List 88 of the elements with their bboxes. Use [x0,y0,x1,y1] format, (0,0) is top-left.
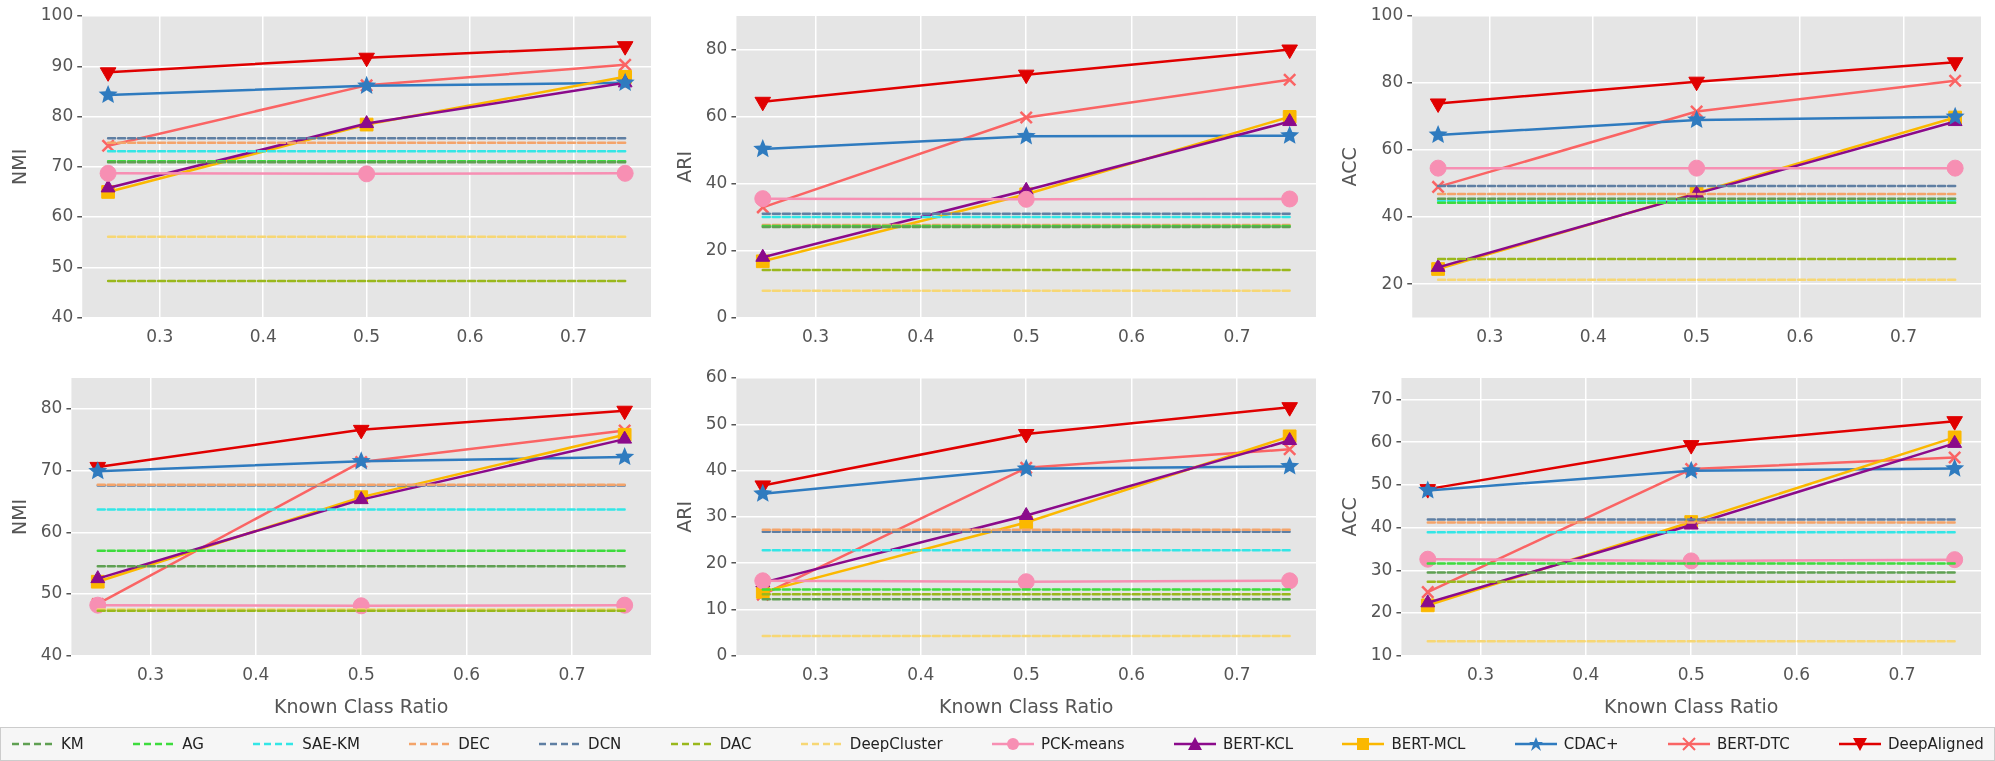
x-tick-label: 0.4 [907,326,935,347]
x-tick-label: 0.7 [558,664,586,685]
x-tick-label: 0.3 [136,664,164,685]
x-tick-label: 0.4 [1579,326,1607,347]
legend-label: DAC [719,735,752,753]
y-axis-title: ACC [1338,497,1361,537]
x-tick-label: 0.7 [1888,664,1916,685]
y-tick-label: 10 [705,597,728,618]
y-tick-label: 40 [40,644,63,665]
y-tick-label: 60 [51,205,74,226]
x-tick-label: 0.6 [453,664,481,685]
y-axis-title: ARI [673,150,696,183]
legend-label: BERT-DTC [1717,735,1790,753]
y-tick-label: 50 [705,412,728,433]
legend-label: KM [61,735,84,753]
y-axis-title: NMI [8,498,31,536]
y-tick-label: 100 [40,4,74,25]
x-tick-label: 0.6 [1786,326,1814,347]
y-tick-label: 10 [1370,644,1393,665]
y-tick-label: 60 [1370,430,1393,451]
legend-label: DeepCluster [849,735,943,753]
x-tick-label: 0.4 [1572,664,1600,685]
x-tick-label: 0.6 [1118,326,1146,347]
y-tick-label: 40 [1381,205,1404,226]
legend-label: SAE-KM [302,735,360,753]
y-tick-label: 70 [40,459,63,480]
legend-label: BERT-KCL [1222,735,1294,753]
y-tick-label: 40 [1370,516,1393,537]
x-tick-label: 0.3 [1466,664,1494,685]
x-tick-label: 0.5 [353,326,381,347]
y-tick-label: 60 [1381,138,1404,159]
x-tick-label: 0.3 [146,326,174,347]
x-tick-label: 0.3 [801,326,829,347]
x-tick-label: 0.5 [1012,664,1040,685]
y-tick-label: 50 [40,582,63,603]
y-tick-label: 40 [705,459,728,480]
x-tick-label: 0.7 [1889,326,1917,347]
legend-label: PCK-means [1040,735,1125,753]
legend-label: AG [182,735,204,753]
y-axis-title: ARI [673,500,696,533]
x-tick-label: 0.4 [907,664,935,685]
y-tick-label: 50 [51,255,74,276]
y-tick-label: 40 [705,171,728,192]
y-tick-label: 80 [40,397,63,418]
y-tick-label: 100 [1370,4,1404,25]
y-axis-title: NMI [8,148,31,185]
y-tick-label: 70 [1370,387,1393,408]
x-tick-label: 0.4 [242,664,270,685]
x-tick-label: 0.7 [559,326,587,347]
x-tick-label: 0.3 [801,664,829,685]
x-tick-label: 0.3 [1476,326,1504,347]
x-tick-label: 0.5 [1683,326,1711,347]
x-tick-label: 0.7 [1223,326,1251,347]
y-tick-label: 40 [51,306,74,327]
y-tick-label: 70 [51,155,74,176]
y-tick-label: 20 [1370,601,1393,622]
x-tick-label: 0.7 [1223,664,1251,685]
y-tick-label: 0 [716,306,728,327]
y-tick-label: 20 [705,239,728,259]
y-tick-label: 20 [1381,272,1404,293]
x-axis-title: Known Class Ratio [273,694,449,717]
x-tick-label: 0.5 [1677,664,1705,685]
x-tick-label: 0.4 [249,326,277,347]
x-tick-label: 0.6 [1783,664,1811,685]
y-tick-label: 20 [705,551,728,572]
legend-label: BERT-MCL [1391,735,1466,753]
y-tick-label: 60 [705,104,728,125]
x-tick-label: 0.6 [456,326,484,347]
y-tick-label: 50 [1370,473,1393,494]
y-tick-label: 80 [705,37,728,58]
x-axis-title: Known Class Ratio [1603,694,1779,717]
y-tick-label: 80 [51,104,74,125]
legend-label: DEC [458,735,490,753]
y-tick-label: 60 [40,520,63,541]
y-tick-label: 90 [51,54,74,75]
legend-label: DCN [588,735,622,753]
x-tick-label: 0.6 [1118,664,1146,685]
x-axis-title: Known Class Ratio [938,694,1114,717]
y-tick-label: 30 [1370,558,1393,579]
y-tick-label: 80 [1381,71,1404,92]
x-tick-label: 0.5 [1012,326,1040,347]
legend-label: DeepAligned [1887,735,1984,753]
legend-label: CDAC+ [1563,735,1619,753]
x-tick-label: 0.5 [347,664,375,685]
y-tick-label: 0 [716,644,728,665]
y-tick-label: 60 [705,366,728,387]
y-tick-label: 30 [705,505,728,526]
y-axis-title: ACC [1338,147,1361,187]
